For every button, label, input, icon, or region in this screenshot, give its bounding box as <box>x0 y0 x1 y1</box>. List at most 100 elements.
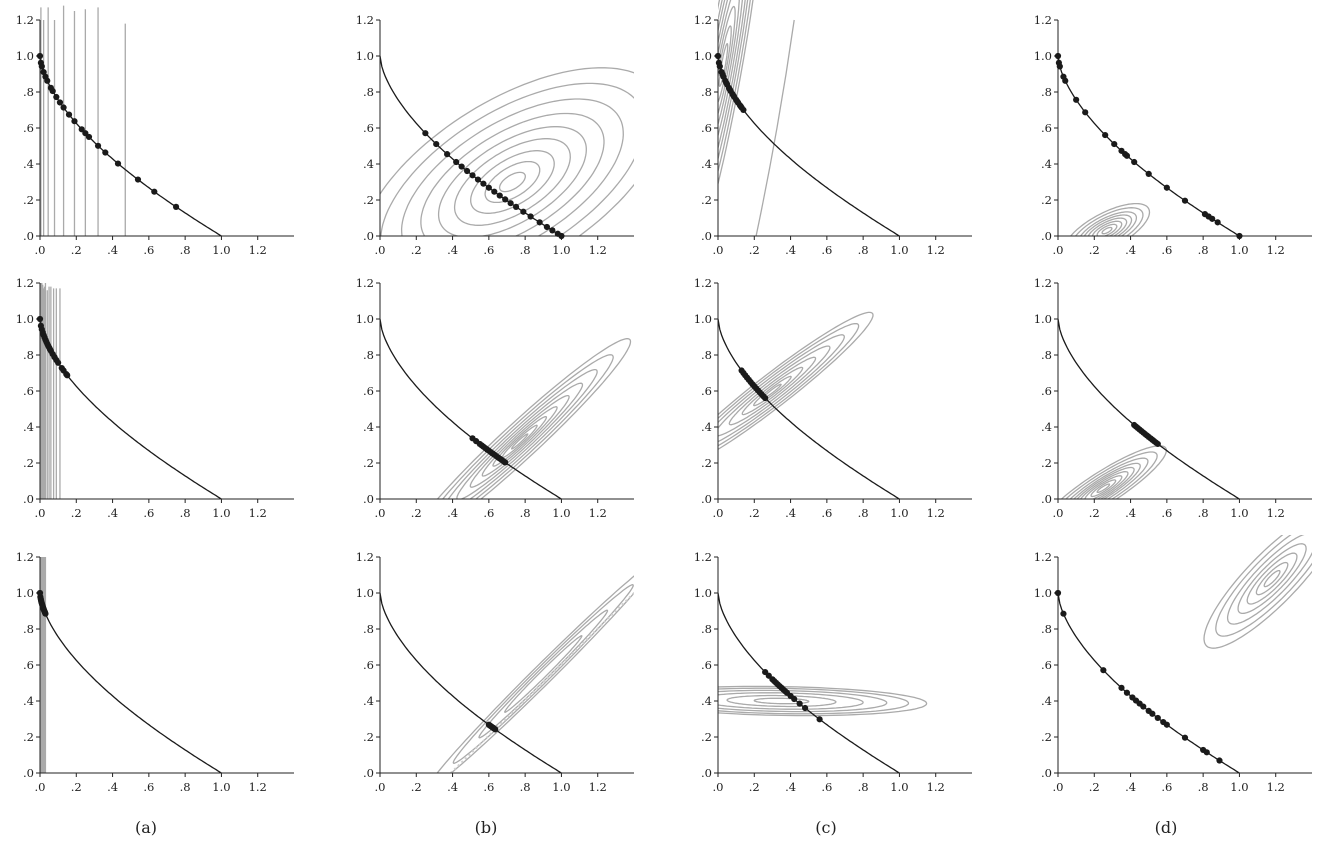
solution-point <box>55 359 62 366</box>
x-tick-label: 1.0 <box>890 243 908 257</box>
x-tick-label: .8 <box>520 243 531 257</box>
x-tick-label: .6 <box>143 506 154 520</box>
solution-point <box>1154 714 1161 722</box>
x-tick-label: .4 <box>785 506 796 520</box>
pareto-front-curve <box>379 55 562 237</box>
y-tick-label: 1.2 <box>694 276 712 290</box>
solution-point <box>549 227 556 234</box>
y-tick-label: .0 <box>701 229 712 243</box>
contour-ellipse <box>1246 552 1298 605</box>
y-tick-label: .8 <box>23 348 34 362</box>
solution-point <box>1111 140 1118 148</box>
contour-ellipse <box>718 345 831 437</box>
solution-point <box>44 77 51 84</box>
contour-ellipse <box>718 687 910 715</box>
y-tick-label: .4 <box>23 694 34 708</box>
caption-b: (b) <box>475 818 498 837</box>
contour-ellipse <box>718 25 732 104</box>
solution-point <box>53 93 60 101</box>
contour-ellipse <box>436 338 632 499</box>
solution-point <box>1214 219 1221 226</box>
x-tick-label: .0 <box>713 506 724 520</box>
solution-point <box>801 704 809 712</box>
solution-point <box>1054 52 1062 60</box>
y-tick-label: .0 <box>1041 492 1052 506</box>
solution-point <box>507 200 514 207</box>
solution-point <box>527 213 534 220</box>
solution-point <box>102 149 109 156</box>
x-tick-label: .8 <box>1198 780 1209 794</box>
x-tick-label: 1.0 <box>890 506 908 520</box>
y-tick-label: 1.0 <box>16 312 34 326</box>
solution-point <box>134 176 142 183</box>
contour-ellipse <box>1226 535 1312 625</box>
solution-point <box>36 315 44 323</box>
solution-point <box>36 52 44 60</box>
x-tick-label: .0 <box>35 243 46 257</box>
x-tick-label: .0 <box>35 780 46 794</box>
solution-point <box>469 172 476 179</box>
x-tick-label: 1.2 <box>589 243 607 257</box>
x-tick-label: .4 <box>785 243 796 257</box>
solution-point <box>94 142 102 149</box>
solution-point <box>492 726 499 733</box>
solution-point <box>1073 96 1080 103</box>
x-tick-label: .8 <box>180 243 191 257</box>
y-tick-label: .6 <box>1041 658 1052 672</box>
pareto-front-curve <box>717 592 900 774</box>
solution-point <box>474 176 482 183</box>
solution-point <box>762 394 769 402</box>
solution-point <box>714 52 722 60</box>
x-tick-label: .4 <box>107 506 118 520</box>
panel-r2c3: .0.0 .2 .2 .4 .4 .6 .6 .8 .8 1.0 1.0 1.2 1.2 <box>694 276 972 520</box>
contour-ellipse <box>718 0 746 151</box>
contour-ellipse <box>492 416 548 467</box>
y-tick-label: .2 <box>701 193 712 207</box>
solution-point <box>816 716 823 723</box>
x-tick-label: .8 <box>858 506 869 520</box>
contour-ellipse <box>718 692 864 710</box>
contour-ellipse <box>718 0 740 127</box>
x-tick-label: .0 <box>375 243 386 257</box>
y-tick-label: .4 <box>23 420 34 434</box>
contour-ellipse <box>436 575 634 773</box>
contour-ellipse <box>1101 226 1113 235</box>
x-tick-label: .2 <box>71 780 82 794</box>
y-tick-label: .2 <box>701 730 712 744</box>
y-tick-label: .8 <box>1041 85 1052 99</box>
x-tick-label: .8 <box>858 243 869 257</box>
contour-ellipse <box>1083 214 1133 236</box>
x-tick-label: 1.2 <box>589 506 607 520</box>
contour-group <box>40 557 47 773</box>
y-tick-label: 1.2 <box>356 276 374 290</box>
solution-point <box>1209 215 1216 222</box>
column-captions: (a) (b) (c) (d) <box>135 818 1177 837</box>
y-tick-label: .0 <box>1041 766 1052 780</box>
contour-ellipse <box>1237 543 1307 615</box>
solution-point <box>1123 689 1131 696</box>
contour-group <box>436 338 632 499</box>
solution-point <box>558 232 565 240</box>
contour-ellipse <box>1079 211 1138 236</box>
y-tick-label: 1.2 <box>694 550 712 564</box>
contour-group <box>718 685 928 717</box>
x-tick-label: .2 <box>71 243 82 257</box>
y-tick-label: 1.0 <box>356 312 374 326</box>
solution-point <box>1123 152 1131 159</box>
y-tick-label: 1.0 <box>16 49 34 63</box>
y-tick-label: .6 <box>1041 384 1052 398</box>
solution-point <box>1236 232 1243 240</box>
y-tick-label: .2 <box>23 193 34 207</box>
contour-ellipse <box>726 694 837 708</box>
contour-ellipse <box>718 0 744 139</box>
solution-point <box>796 700 803 707</box>
x-tick-label: .0 <box>375 506 386 520</box>
solution-point <box>1163 721 1170 728</box>
solution-point <box>85 133 93 141</box>
contour-ellipse <box>1069 457 1149 499</box>
solution-point <box>151 188 158 195</box>
solution-point <box>49 87 56 95</box>
contour-ellipse <box>1263 569 1281 588</box>
solution-point <box>1131 158 1138 166</box>
contour-group <box>1069 202 1151 236</box>
